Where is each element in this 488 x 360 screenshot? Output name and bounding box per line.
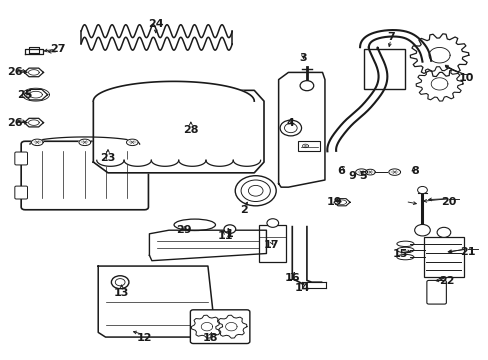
Polygon shape [24, 68, 43, 77]
Text: 11: 11 [217, 231, 232, 240]
Text: 7: 7 [386, 32, 394, 41]
Text: 10: 10 [458, 73, 473, 83]
Text: 12: 12 [137, 333, 152, 343]
Text: 21: 21 [459, 247, 475, 257]
Circle shape [266, 219, 278, 227]
Text: 2: 2 [240, 206, 248, 216]
Polygon shape [178, 160, 205, 166]
Ellipse shape [396, 255, 413, 260]
Polygon shape [79, 139, 90, 145]
Polygon shape [388, 169, 400, 175]
Polygon shape [215, 315, 246, 338]
FancyBboxPatch shape [15, 152, 27, 165]
Polygon shape [151, 160, 178, 166]
Text: 18: 18 [202, 333, 218, 343]
Polygon shape [355, 169, 366, 175]
FancyBboxPatch shape [21, 141, 148, 210]
Polygon shape [97, 160, 124, 166]
Circle shape [417, 186, 427, 194]
Text: 22: 22 [438, 276, 454, 286]
Polygon shape [24, 118, 43, 127]
Text: 8: 8 [410, 166, 418, 176]
Ellipse shape [396, 247, 413, 253]
Text: 1: 1 [225, 229, 233, 239]
Polygon shape [124, 160, 151, 166]
Circle shape [300, 81, 313, 91]
Circle shape [224, 225, 235, 233]
Polygon shape [126, 139, 138, 145]
Polygon shape [415, 67, 462, 101]
Circle shape [111, 276, 129, 289]
Polygon shape [205, 160, 233, 166]
Polygon shape [24, 89, 47, 100]
Ellipse shape [396, 241, 413, 247]
Bar [298, 140, 320, 151]
FancyBboxPatch shape [15, 186, 27, 199]
Text: 23: 23 [100, 153, 116, 163]
Text: 27: 27 [50, 44, 66, 54]
Polygon shape [93, 81, 254, 101]
Polygon shape [25, 49, 42, 54]
FancyBboxPatch shape [190, 310, 249, 343]
Polygon shape [29, 46, 39, 53]
Text: 26: 26 [7, 67, 23, 77]
Bar [423, 237, 463, 277]
Polygon shape [191, 315, 222, 338]
Text: 4: 4 [286, 118, 294, 128]
Text: 5: 5 [358, 171, 366, 181]
Polygon shape [302, 144, 308, 148]
Polygon shape [31, 139, 43, 145]
Text: 9: 9 [348, 171, 356, 181]
Polygon shape [98, 266, 215, 337]
Polygon shape [149, 230, 266, 261]
Polygon shape [233, 160, 260, 166]
Polygon shape [333, 199, 349, 206]
Ellipse shape [174, 219, 215, 230]
Text: 3: 3 [299, 53, 306, 63]
Bar [363, 49, 405, 89]
Circle shape [280, 120, 301, 136]
Polygon shape [409, 34, 468, 77]
Text: 17: 17 [263, 239, 279, 249]
FancyBboxPatch shape [426, 280, 446, 304]
Text: 29: 29 [175, 225, 191, 235]
Text: 24: 24 [148, 19, 163, 29]
Text: 25: 25 [18, 90, 33, 100]
Text: 13: 13 [114, 288, 129, 298]
Circle shape [235, 176, 276, 206]
Circle shape [436, 227, 450, 237]
Circle shape [414, 225, 429, 236]
Text: 19: 19 [326, 197, 342, 207]
Bar [259, 225, 285, 262]
Text: 28: 28 [183, 125, 198, 135]
Text: 16: 16 [284, 273, 300, 283]
Text: 15: 15 [392, 248, 407, 258]
Text: 6: 6 [336, 166, 344, 176]
Polygon shape [365, 169, 374, 175]
Polygon shape [278, 72, 325, 187]
Text: 26: 26 [7, 118, 23, 128]
Text: 14: 14 [294, 283, 309, 293]
Text: 20: 20 [441, 197, 456, 207]
Polygon shape [93, 90, 264, 173]
